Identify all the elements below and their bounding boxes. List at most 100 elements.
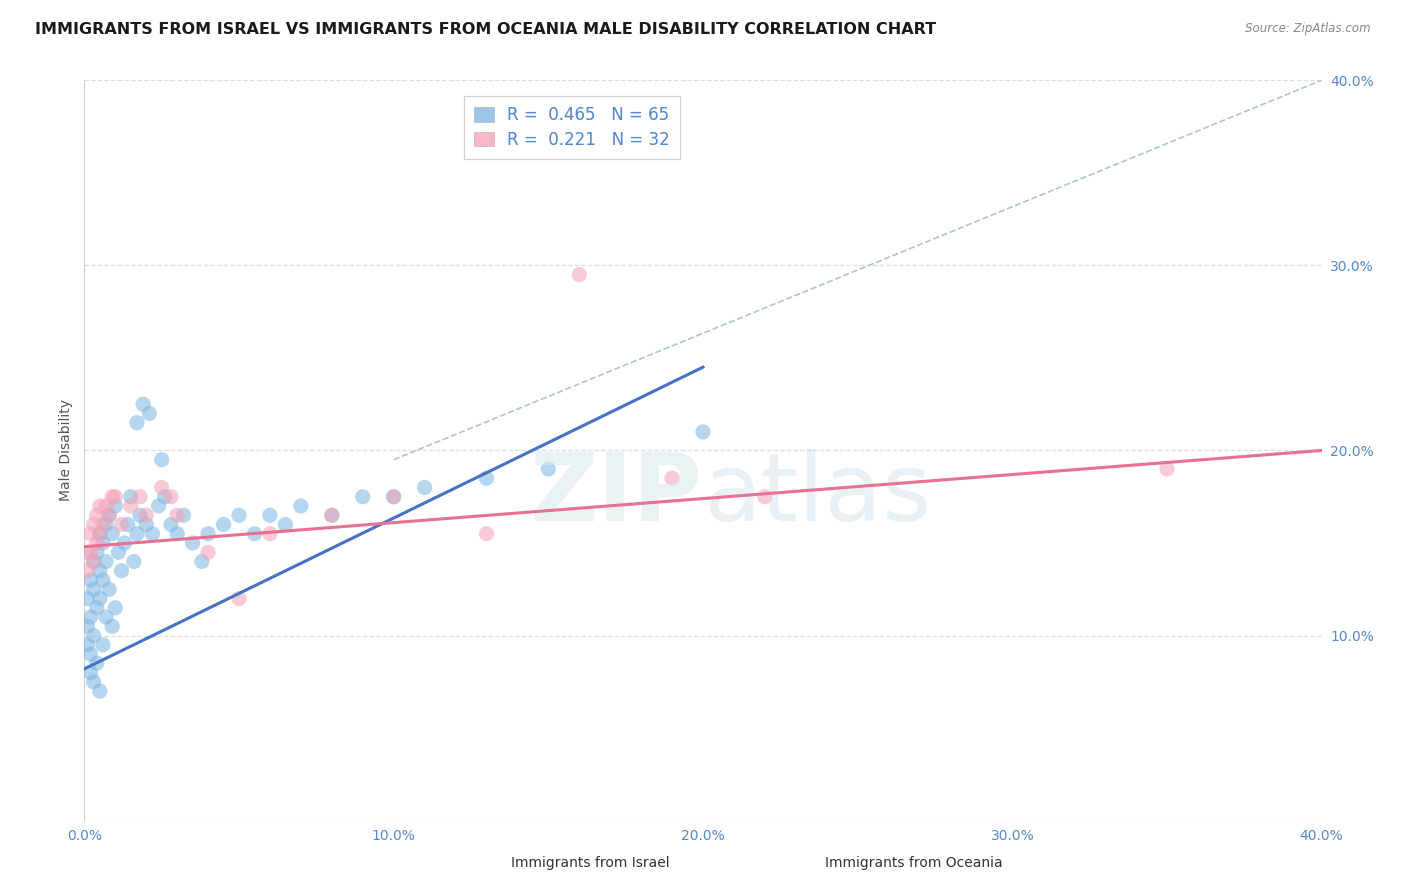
Point	[290, 499, 312, 513]
Point	[212, 517, 235, 532]
Point	[475, 471, 498, 485]
Point	[89, 564, 111, 578]
Point	[125, 416, 148, 430]
Point	[79, 545, 101, 559]
Text: atlas: atlas	[703, 449, 931, 541]
Point	[79, 610, 101, 624]
Point	[243, 526, 266, 541]
Text: ZIP: ZIP	[530, 449, 703, 541]
Point	[321, 508, 343, 523]
Y-axis label: Male Disability: Male Disability	[59, 400, 73, 501]
Point	[94, 499, 117, 513]
Point	[89, 591, 111, 606]
Point	[86, 657, 108, 671]
Point	[104, 490, 127, 504]
Point	[191, 554, 214, 569]
Point	[122, 554, 145, 569]
Point	[104, 600, 127, 615]
Point	[1156, 462, 1178, 476]
Point	[259, 508, 281, 523]
Point	[166, 508, 188, 523]
Text: Immigrants from Israel: Immigrants from Israel	[512, 855, 669, 870]
Point	[79, 526, 101, 541]
Point	[135, 508, 157, 523]
Point	[117, 517, 139, 532]
Point	[101, 526, 124, 541]
Point	[166, 526, 188, 541]
Point	[172, 508, 194, 523]
Point	[76, 564, 98, 578]
Point	[274, 517, 297, 532]
Point	[321, 508, 343, 523]
Point	[352, 490, 374, 504]
Point	[91, 517, 114, 532]
Text: Immigrants from Oceania: Immigrants from Oceania	[825, 855, 1002, 870]
Point	[110, 517, 132, 532]
Point	[79, 665, 101, 680]
Point	[382, 490, 405, 504]
Point	[86, 508, 108, 523]
Point	[89, 684, 111, 698]
Point	[132, 397, 155, 411]
Point	[83, 517, 105, 532]
Point	[89, 499, 111, 513]
Point	[94, 517, 117, 532]
Point	[86, 600, 108, 615]
Point	[89, 526, 111, 541]
Point	[537, 462, 560, 476]
Text: Source: ZipAtlas.com: Source: ZipAtlas.com	[1246, 22, 1371, 36]
Point	[150, 481, 173, 495]
Point	[83, 674, 105, 689]
Point	[120, 490, 142, 504]
Point	[129, 508, 152, 523]
Point	[754, 490, 776, 504]
Point	[101, 490, 124, 504]
Point	[83, 554, 105, 569]
Point	[94, 610, 117, 624]
Point	[382, 490, 405, 504]
Point	[125, 526, 148, 541]
Point	[148, 499, 170, 513]
Point	[110, 564, 132, 578]
Point	[91, 536, 114, 550]
Point	[86, 545, 108, 559]
Point	[568, 268, 591, 282]
Point	[181, 536, 204, 550]
Point	[83, 628, 105, 642]
Point	[150, 452, 173, 467]
Point	[197, 526, 219, 541]
Point	[76, 545, 98, 559]
Point	[120, 499, 142, 513]
Point	[661, 471, 683, 485]
Point	[413, 481, 436, 495]
Point	[76, 638, 98, 652]
Point	[86, 536, 108, 550]
Point	[104, 499, 127, 513]
Point	[76, 619, 98, 633]
Point	[259, 526, 281, 541]
Point	[141, 526, 163, 541]
Point	[160, 490, 183, 504]
Point	[91, 573, 114, 587]
Point	[91, 638, 114, 652]
Point	[129, 490, 152, 504]
Point	[98, 508, 121, 523]
Legend: R =  0.465   N = 65, R =  0.221   N = 32: R = 0.465 N = 65, R = 0.221 N = 32	[464, 96, 681, 159]
Point	[98, 582, 121, 597]
Point	[76, 591, 98, 606]
Point	[79, 573, 101, 587]
Point	[94, 554, 117, 569]
Point	[197, 545, 219, 559]
Point	[138, 407, 160, 421]
Point	[228, 591, 250, 606]
Point	[475, 526, 498, 541]
Point	[83, 554, 105, 569]
Point	[98, 508, 121, 523]
Point	[153, 490, 176, 504]
Point	[135, 517, 157, 532]
Point	[107, 545, 129, 559]
Text: IMMIGRANTS FROM ISRAEL VS IMMIGRANTS FROM OCEANIA MALE DISABILITY CORRELATION CH: IMMIGRANTS FROM ISRAEL VS IMMIGRANTS FRO…	[35, 22, 936, 37]
Point	[83, 582, 105, 597]
Point	[160, 517, 183, 532]
Point	[114, 536, 136, 550]
